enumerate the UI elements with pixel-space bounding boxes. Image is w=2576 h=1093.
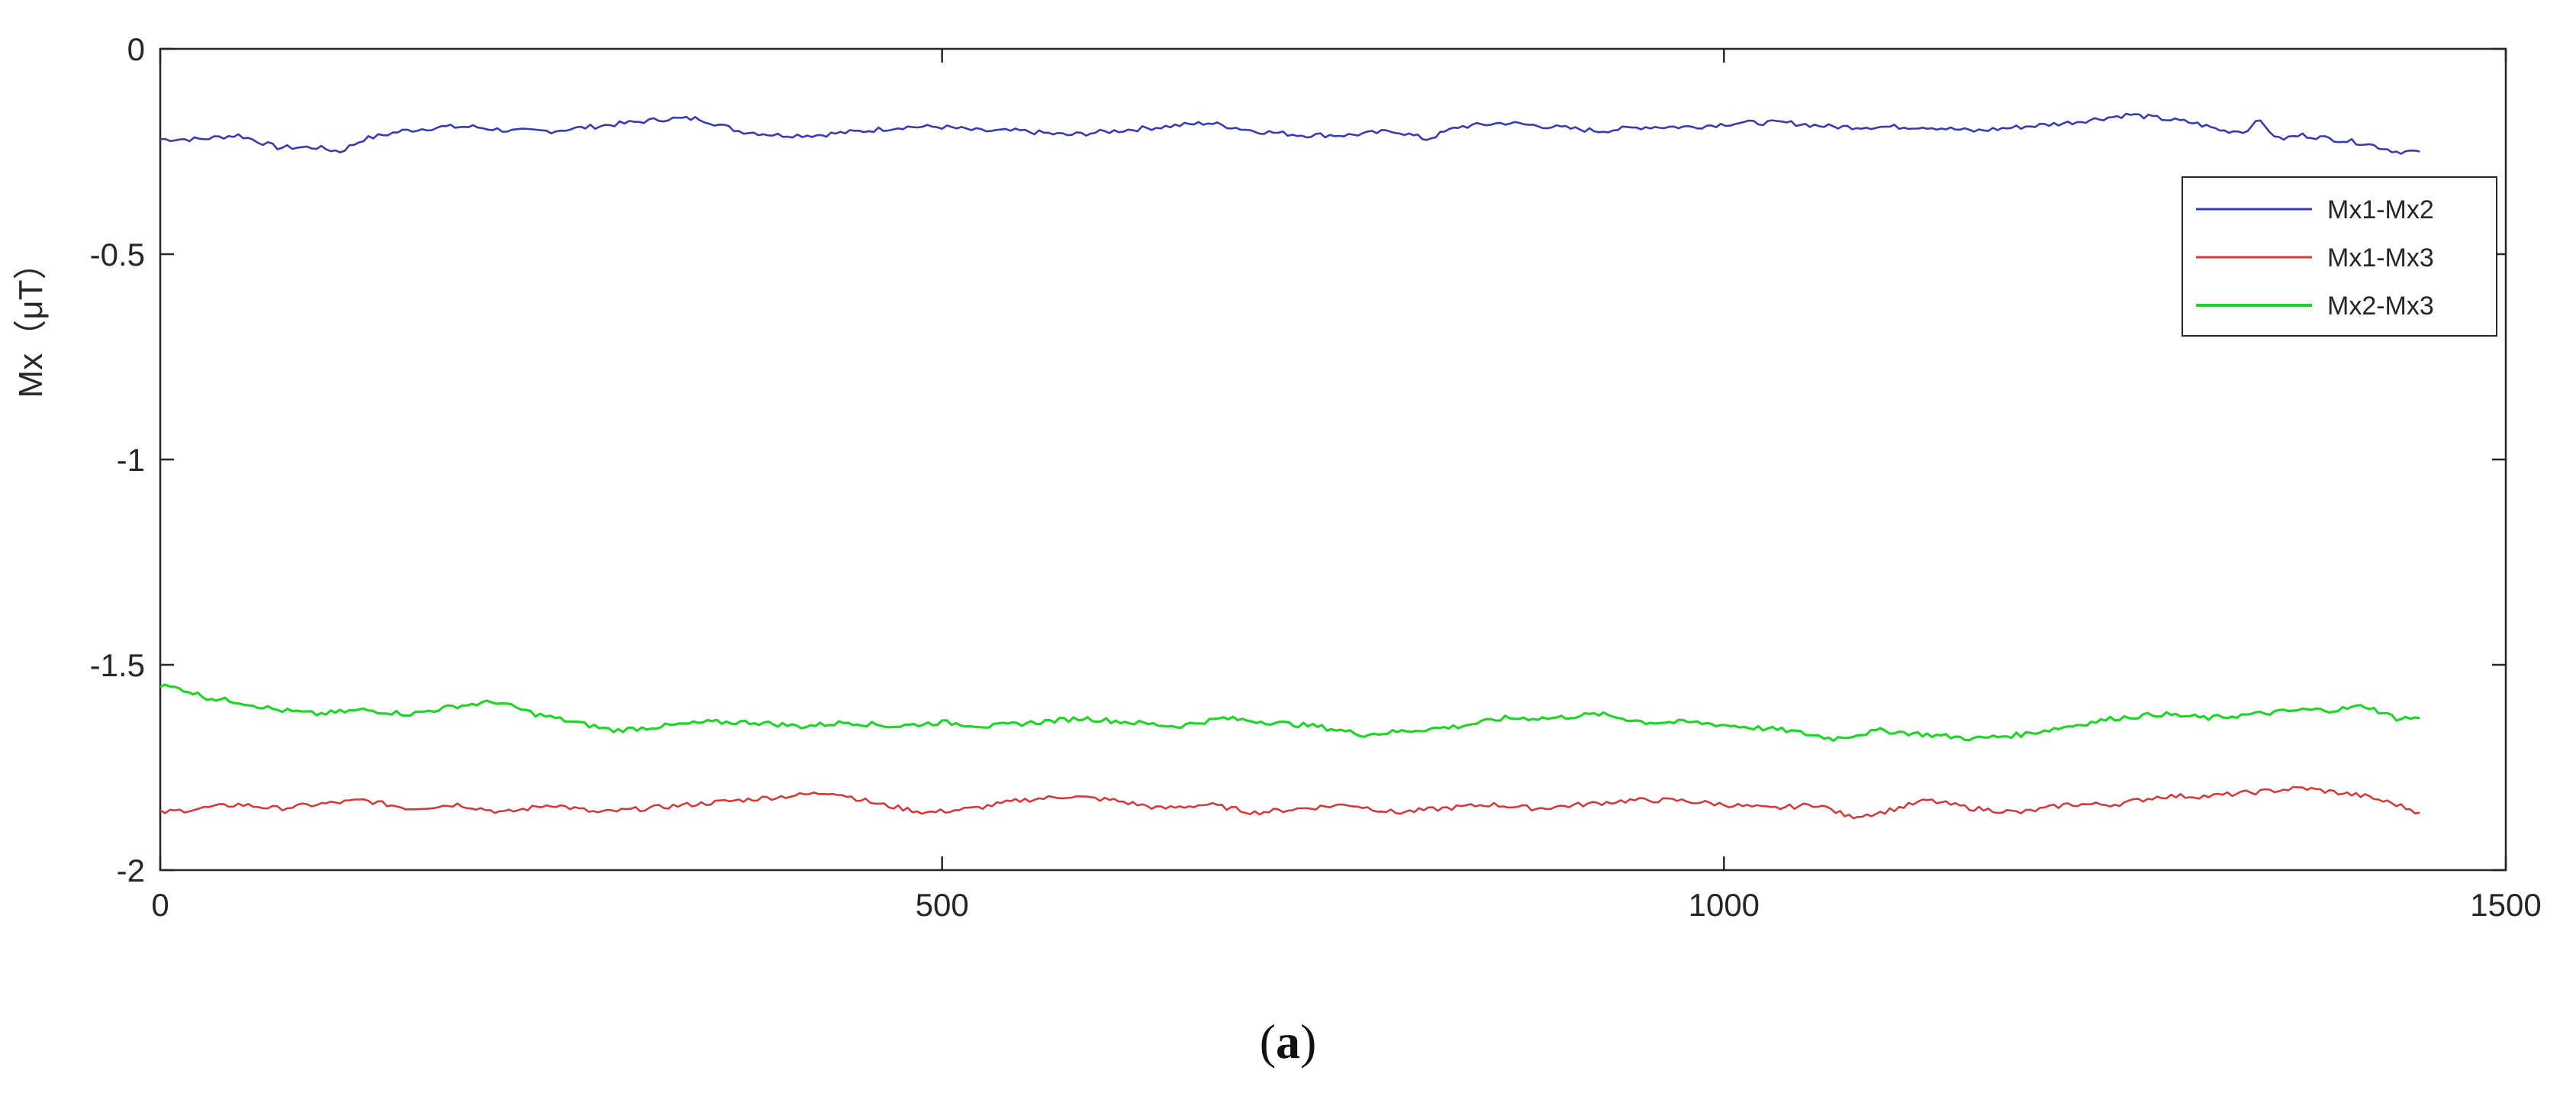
- y-tick-label: -0.5: [90, 237, 145, 272]
- x-tick-label: 1000: [1689, 887, 1760, 923]
- y-tick-label: -1.5: [90, 647, 145, 683]
- legend-entry: Mx2-Mx3: [2327, 292, 2434, 321]
- y-axis-label: Mx（μT）: [12, 247, 50, 398]
- x-tick-label: 500: [916, 887, 969, 923]
- series-line-mx2-mx3: [159, 683, 2420, 743]
- caption-close-paren: ): [1300, 1014, 1317, 1069]
- y-tick-label: -2: [117, 853, 145, 888]
- x-tick-label: 0: [151, 887, 169, 923]
- figure-caption: (a): [0, 1014, 2576, 1070]
- y-tick-label: 0: [127, 31, 145, 67]
- series-layer: [159, 112, 2420, 820]
- ticks-layer: 0 500 1000 1500 0 -0.5 -1 -1.5 -2: [90, 31, 2542, 923]
- legend-entry: Mx1-Mx2: [2327, 195, 2434, 224]
- series-line-mx1-mx3: [159, 785, 2420, 820]
- legend: Mx1-Mx2 Mx1-Mx3 Mx2-Mx3: [2182, 176, 2497, 337]
- legend-entry: Mx1-Mx3: [2327, 243, 2434, 272]
- x-tick-label: 1500: [2470, 887, 2541, 923]
- plot-frame: [159, 47, 2507, 872]
- caption-open-paren: (: [1259, 1014, 1276, 1069]
- plot-area: [159, 47, 2507, 872]
- series-line-mx1-mx2: [159, 112, 2420, 155]
- caption-letter: a: [1276, 1014, 1300, 1069]
- y-tick-label: -1: [117, 442, 145, 478]
